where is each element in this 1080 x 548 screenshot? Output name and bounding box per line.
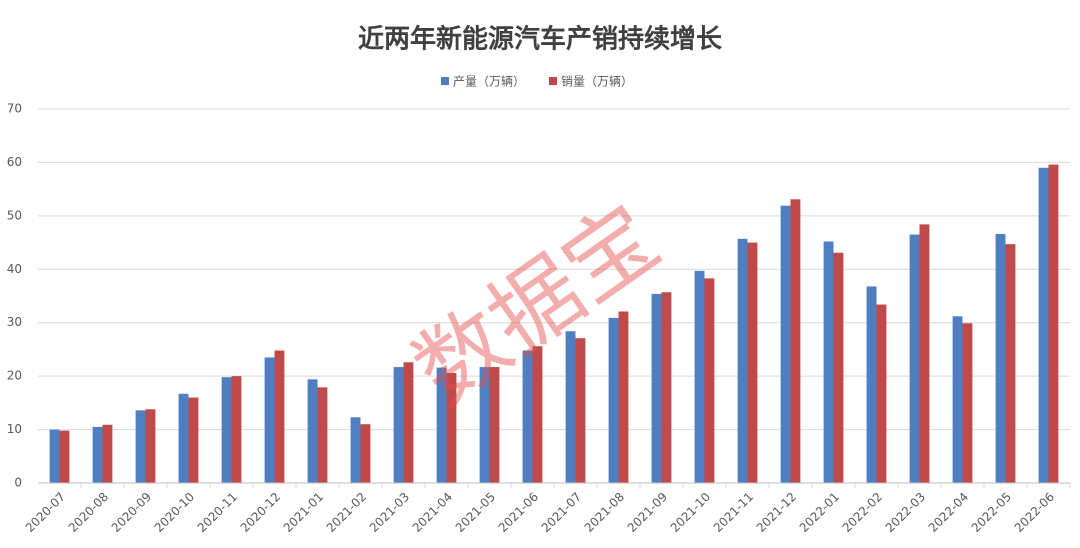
- bar: [479, 367, 490, 483]
- chart-title: 近两年新能源汽车产销持续增长: [358, 24, 723, 55]
- bar: [436, 367, 447, 483]
- y-tick-label: 20: [7, 369, 22, 383]
- legend-label: 产量（万辆）: [453, 75, 525, 89]
- bar: [446, 372, 457, 483]
- bar: [995, 234, 1006, 483]
- bar: [780, 205, 791, 483]
- bar: [1048, 164, 1059, 483]
- bar: [575, 338, 586, 483]
- bar: [704, 278, 715, 483]
- bar: [92, 426, 103, 483]
- bar: [565, 331, 576, 483]
- bar: [1005, 244, 1016, 483]
- y-tick-label: 40: [7, 262, 22, 276]
- y-tick-label: 0: [14, 476, 22, 490]
- bar: [909, 234, 920, 483]
- legend-label: 销量（万辆）: [561, 75, 633, 89]
- bar: [393, 367, 404, 483]
- bar: [49, 429, 60, 483]
- y-tick-label: 60: [7, 155, 22, 169]
- bar: [178, 393, 189, 483]
- bar: [876, 304, 887, 483]
- bar: [651, 293, 662, 483]
- bar: [264, 357, 275, 483]
- bar: [102, 424, 113, 483]
- bar: [790, 199, 801, 483]
- bar: [866, 286, 877, 483]
- bar: [919, 224, 930, 484]
- bar: [962, 323, 973, 483]
- bar: [661, 292, 672, 483]
- bar: [522, 350, 533, 483]
- bar: [221, 377, 232, 483]
- bar: [608, 317, 619, 483]
- bar: [135, 410, 146, 483]
- bar: [532, 346, 543, 483]
- bar: [952, 316, 963, 483]
- bar: [188, 397, 199, 483]
- bar: [823, 241, 834, 483]
- bar: [747, 242, 758, 483]
- bar: [231, 376, 242, 483]
- bar: [350, 417, 361, 483]
- bar: [1038, 167, 1049, 483]
- legend-swatch: [549, 77, 557, 85]
- bar: [360, 424, 371, 483]
- bar: [694, 270, 705, 483]
- y-tick-label: 10: [7, 422, 22, 436]
- bar: [145, 409, 156, 483]
- y-tick-label: 50: [7, 208, 22, 222]
- bar: [833, 252, 844, 483]
- bar: [274, 350, 285, 483]
- y-tick-label: 30: [7, 315, 22, 329]
- bar: [737, 238, 748, 483]
- bar: [307, 379, 318, 483]
- y-tick-label: 70: [7, 102, 22, 116]
- bar: [403, 362, 414, 483]
- bar: [618, 311, 629, 483]
- bar: [317, 387, 328, 483]
- bar: [59, 430, 70, 483]
- legend-swatch: [441, 77, 449, 85]
- bar: [489, 367, 500, 483]
